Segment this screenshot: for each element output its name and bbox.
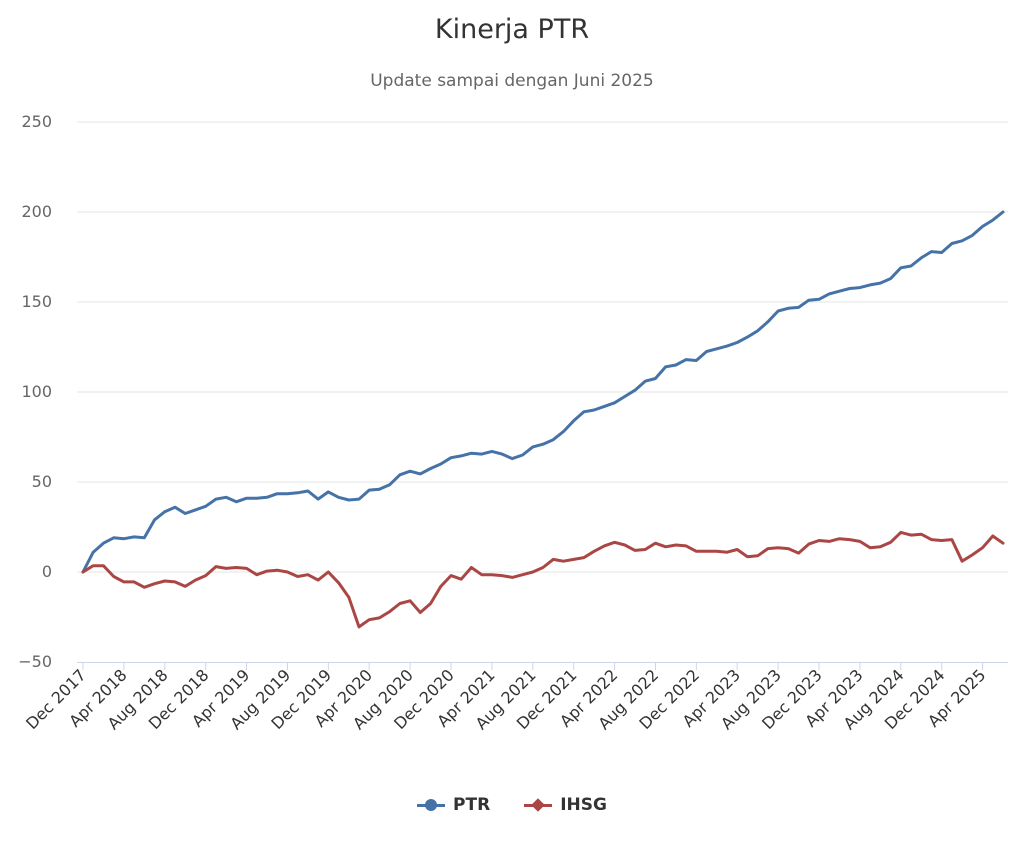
series-line-ihsg[interactable] xyxy=(81,530,1005,629)
y-tick-label: 150 xyxy=(21,292,52,311)
legend-ihsg-label: IHSG xyxy=(560,795,607,815)
chart-title: Kinerja PTR xyxy=(434,14,590,45)
series-lines xyxy=(81,210,1005,629)
legend-ptr-label: PTR xyxy=(453,795,491,815)
series-line-ptr[interactable] xyxy=(81,210,1005,574)
legend-ihsg-symbol xyxy=(524,798,553,812)
grid-lines xyxy=(77,121,1008,663)
y-tick-label: −50 xyxy=(18,652,52,671)
y-tick-label: 100 xyxy=(21,382,52,401)
y-tick-label: 0 xyxy=(42,562,52,581)
y-tick-label: 50 xyxy=(32,472,52,491)
y-axis-ticks: 250 200 150 100 50 0 −50 xyxy=(18,112,52,671)
chart-legend: PTR IHSG xyxy=(0,795,1024,815)
y-tick-label: 250 xyxy=(21,112,52,131)
chart-subtitle: Update sampai dengan Juni 2025 xyxy=(370,71,654,91)
y-tick-label: 200 xyxy=(21,202,52,221)
legend-item-ptr[interactable]: PTR xyxy=(417,795,490,815)
legend-ptr-symbol xyxy=(417,798,446,812)
legend-item-ihsg[interactable]: IHSG xyxy=(524,795,607,815)
